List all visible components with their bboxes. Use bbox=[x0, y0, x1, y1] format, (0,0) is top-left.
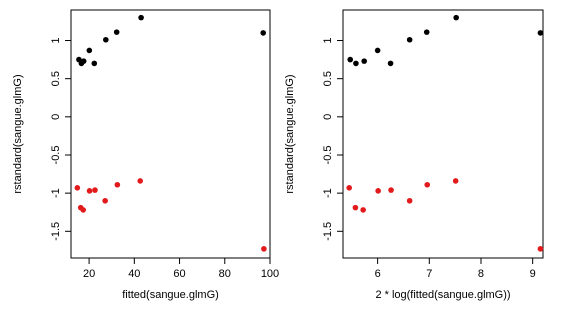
data-point-positive bbox=[103, 36, 109, 43]
data-point-negative bbox=[261, 246, 267, 252]
y-axis-label: rstandard(sangue.glmG) bbox=[12, 74, 24, 193]
y-tick-label: -1.5 bbox=[50, 222, 62, 241]
data-point-negative bbox=[74, 184, 81, 191]
data-point-positive bbox=[406, 36, 413, 43]
data-point-negative bbox=[388, 187, 394, 193]
y-tick-label: 0.5 bbox=[50, 71, 62, 86]
data-point-negative bbox=[102, 197, 108, 204]
x-tick-label: 6 bbox=[375, 268, 381, 280]
x-tick-label: 60 bbox=[173, 268, 185, 280]
x-tick-label: 80 bbox=[219, 268, 231, 280]
data-point-negative bbox=[346, 184, 353, 191]
y-tick-label: -1 bbox=[50, 188, 62, 198]
data-point-positive bbox=[80, 58, 87, 64]
y-tick-label: 0 bbox=[322, 114, 334, 120]
data-point-negative bbox=[537, 246, 544, 252]
y-tick-label: -0.5 bbox=[322, 146, 334, 165]
data-point-positive bbox=[347, 56, 354, 63]
data-point-negative bbox=[80, 207, 87, 213]
x-axis-label: 2 * log(fitted(sangue.glmG)) bbox=[375, 289, 510, 301]
data-point-negative bbox=[137, 178, 143, 184]
x-tick-label: 7 bbox=[426, 268, 432, 280]
data-point-positive bbox=[260, 30, 267, 36]
data-point-positive bbox=[91, 60, 98, 67]
panel-right: 6 7 8 9 -1.5 -1 -0.5 0 0.5 1 2 * log(fitted(sangue… bbox=[284, 9, 544, 301]
data-point-negative bbox=[352, 204, 359, 211]
y-tick-label: 1 bbox=[322, 37, 334, 43]
data-point-positive bbox=[453, 14, 459, 21]
y-tick-label: -1 bbox=[322, 188, 334, 198]
data-point-negative bbox=[360, 207, 366, 213]
data-point-positive bbox=[537, 30, 544, 36]
x-axis-label: fitted(sangue.glmG) bbox=[122, 289, 219, 301]
x-tick-label: 100 bbox=[261, 268, 279, 280]
panel-left: 20 40 60 80 100 -1.5 -1 -0.5 0 0.5 1 fitted(sangue.… bbox=[12, 9, 279, 301]
data-point-positive bbox=[374, 47, 381, 54]
plot-frame bbox=[342, 9, 544, 259]
data-point-positive bbox=[423, 29, 430, 35]
data-point-positive bbox=[86, 47, 93, 54]
data-point-positive bbox=[387, 60, 394, 67]
data-point-negative bbox=[406, 197, 413, 204]
data-point-negative bbox=[114, 181, 121, 188]
x-tick-label: 9 bbox=[530, 268, 536, 280]
data-point-positive bbox=[113, 29, 120, 35]
y-tick-label: 1 bbox=[50, 37, 62, 43]
data-point-negative bbox=[452, 178, 459, 184]
y-tick-label: -1.5 bbox=[322, 222, 334, 241]
y-tick-label: -0.5 bbox=[50, 146, 62, 165]
data-point-positive bbox=[138, 14, 144, 21]
data-point-positive bbox=[361, 58, 367, 64]
x-tick-label: 40 bbox=[128, 268, 140, 280]
x-tick-label: 20 bbox=[83, 268, 95, 280]
x-tick-label: 8 bbox=[478, 268, 484, 280]
y-tick-label: 0 bbox=[50, 114, 62, 120]
data-point-negative bbox=[424, 181, 431, 188]
y-tick-label: 0.5 bbox=[322, 71, 334, 86]
data-point-negative bbox=[86, 188, 93, 194]
data-point-negative bbox=[92, 187, 98, 193]
plot-frame bbox=[70, 9, 271, 259]
data-point-negative bbox=[375, 188, 381, 194]
y-axis-label: rstandard(sangue.glmG) bbox=[284, 74, 296, 193]
data-point-positive bbox=[353, 60, 359, 67]
